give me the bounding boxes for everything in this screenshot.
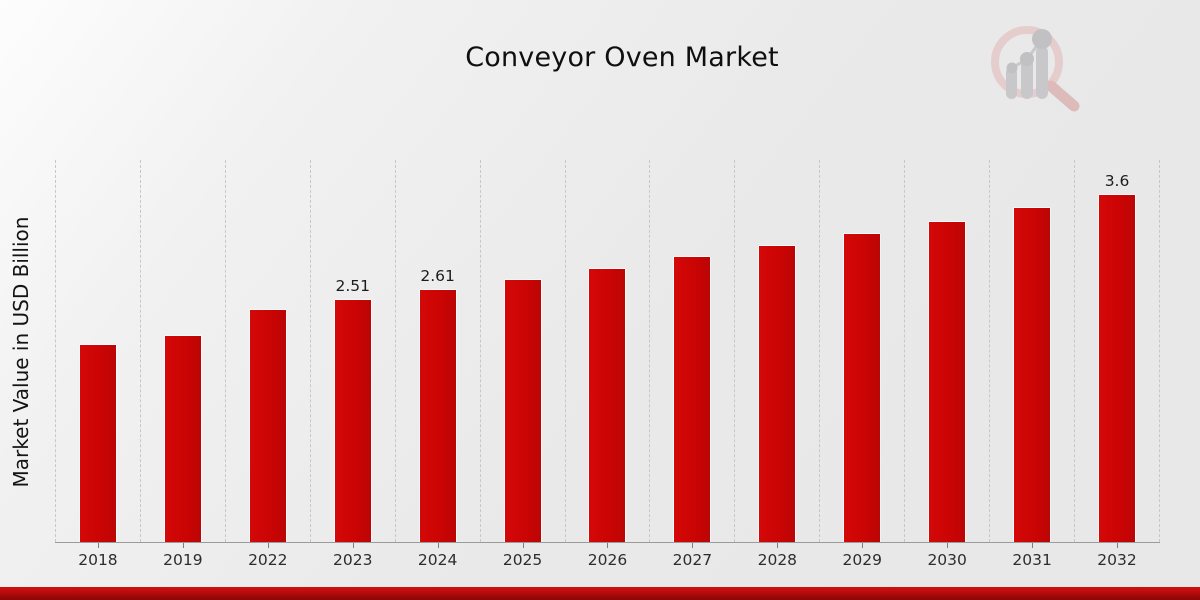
category-column-2024: 2.61 2024 bbox=[394, 160, 480, 569]
chart-title: Conveyor Oven Market bbox=[465, 42, 779, 73]
x-tick-label-2024: 2024 bbox=[417, 551, 458, 569]
plot-area: 2018 2019 2022 2.51 2023 2.61 2024 2025 2026 2027… bbox=[55, 160, 1160, 569]
category-column-2019: 2019 bbox=[139, 160, 225, 569]
x-axis-tick-2029 bbox=[862, 543, 864, 548]
bar-2018 bbox=[79, 345, 116, 542]
x-tick-label-2031: 2031 bbox=[1012, 551, 1052, 569]
bar-2031 bbox=[1014, 208, 1051, 542]
x-axis-tick-2024 bbox=[437, 543, 439, 548]
x-axis-tick-2028 bbox=[777, 543, 779, 548]
x-axis-tick-2023 bbox=[352, 543, 354, 548]
x-axis-tick-2030 bbox=[947, 543, 949, 548]
x-tick-label-2018: 2018 bbox=[78, 551, 118, 569]
x-axis-tick-2022 bbox=[267, 543, 269, 548]
x-tick-label-2022: 2022 bbox=[248, 551, 288, 569]
bar-2022 bbox=[249, 310, 286, 542]
x-tick-label-2032: 2032 bbox=[1097, 551, 1137, 569]
category-column-2018: 2018 bbox=[55, 160, 140, 569]
trend-bars-icon bbox=[1006, 29, 1052, 99]
y-axis-label: Market Value in USD Billion bbox=[9, 216, 33, 488]
bar-2026 bbox=[589, 269, 626, 542]
data-label-2032: 3.6 bbox=[1104, 172, 1130, 190]
x-tick-label-2026: 2026 bbox=[587, 551, 628, 569]
bar-2019 bbox=[164, 336, 201, 542]
category-column-2030: 2030 bbox=[904, 160, 989, 569]
x-tick-label-2030: 2030 bbox=[927, 551, 967, 569]
x-tick-label-2025: 2025 bbox=[502, 551, 543, 569]
x-axis-tick-2032 bbox=[1117, 543, 1119, 548]
bar-2023 bbox=[334, 300, 371, 542]
bar-2032 bbox=[1099, 195, 1136, 542]
category-column-2031: 2031 bbox=[989, 160, 1074, 569]
category-column-2029: 2029 bbox=[819, 160, 904, 569]
x-axis-tick-2019 bbox=[182, 543, 184, 548]
magnifier-bar-chart-logo bbox=[991, 26, 1080, 112]
category-column-2028: 2028 bbox=[734, 160, 819, 569]
x-tick-label-2029: 2029 bbox=[842, 551, 882, 569]
x-tick-label-2028: 2028 bbox=[757, 551, 798, 569]
x-axis-tick-2026 bbox=[607, 543, 609, 548]
x-axis-tick-2027 bbox=[692, 543, 694, 548]
bar-2030 bbox=[929, 222, 966, 542]
x-tick-label-2019: 2019 bbox=[163, 551, 203, 569]
data-label-2024: 2.61 bbox=[420, 267, 455, 285]
category-column-2032: 3.6 2032 bbox=[1074, 160, 1160, 569]
bar-2025 bbox=[504, 280, 541, 542]
x-axis-tick-2031 bbox=[1032, 543, 1034, 548]
category-column-2025: 2025 bbox=[479, 160, 565, 569]
category-column-2023: 2.51 2023 bbox=[309, 160, 395, 569]
x-axis-tick-2025 bbox=[522, 543, 524, 548]
bar-2024 bbox=[419, 290, 456, 542]
data-label-2023: 2.51 bbox=[335, 277, 370, 295]
footer-accent-bar bbox=[0, 587, 1200, 600]
category-column-2026: 2026 bbox=[564, 160, 650, 569]
bar-2027 bbox=[674, 257, 711, 542]
category-column-2027: 2027 bbox=[649, 160, 734, 569]
category-column-2022: 2022 bbox=[224, 160, 310, 569]
x-tick-label-2027: 2027 bbox=[672, 551, 713, 569]
bar-2029 bbox=[844, 234, 881, 542]
x-axis-tick-2018 bbox=[97, 543, 99, 548]
bar-2028 bbox=[759, 246, 796, 542]
x-tick-label-2023: 2023 bbox=[332, 551, 373, 569]
